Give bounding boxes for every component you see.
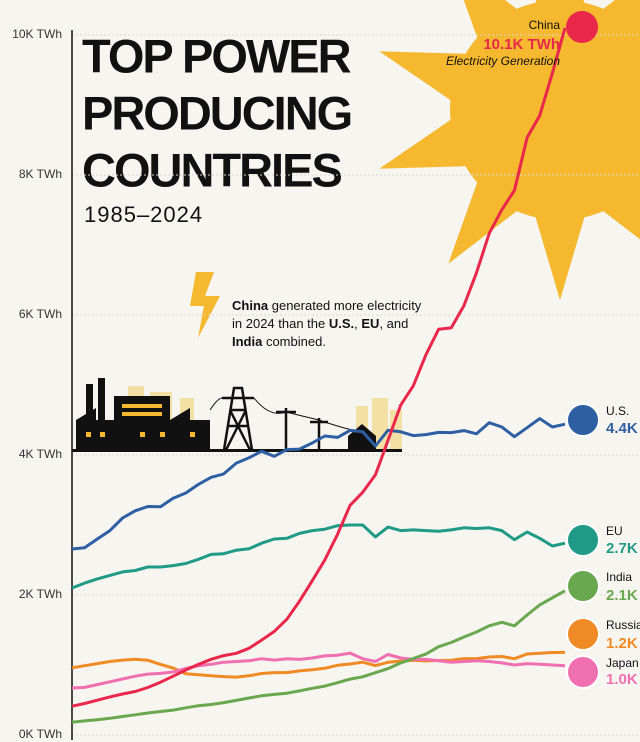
value-label: 2.1K — [606, 587, 638, 604]
value-label: 1.0K — [606, 671, 638, 688]
annotation-line: China generated more electricity — [232, 298, 422, 313]
flag-icon — [566, 617, 600, 651]
annotation-text: , and — [379, 316, 408, 331]
house-icon — [348, 424, 376, 450]
y-tick-label: 4K TWh — [19, 447, 62, 461]
series-line — [71, 27, 567, 708]
pylon-icon — [209, 386, 353, 451]
y-tick-label: 2K TWh — [19, 587, 62, 601]
annotation-line: in 2024 than the U.S., EU, and — [232, 316, 408, 331]
series-line — [71, 417, 566, 551]
annotation-line: India combined. — [232, 334, 326, 349]
series-name: Russia — [606, 618, 640, 632]
annotation-text: in 2024 than the — [232, 316, 329, 331]
chart-title: PRODUCING — [82, 86, 351, 139]
series-line — [71, 651, 566, 690]
factory-icon — [76, 378, 210, 450]
sun-disc — [450, 0, 640, 220]
annotation-text: U.S. — [329, 316, 354, 331]
flag-icon — [566, 11, 598, 43]
bolt-icon — [190, 272, 220, 338]
chart-title: TOP POWER — [82, 29, 351, 82]
annotation-text: generated more electricity — [268, 298, 422, 313]
series-name: China — [529, 18, 561, 32]
series-name: India — [606, 570, 632, 584]
y-tick-label: 0K TWh — [19, 727, 62, 741]
flag-icon — [566, 523, 600, 557]
annotation-text: , — [354, 316, 361, 331]
y-tick-label: 8K TWh — [19, 167, 62, 181]
factory-windows — [86, 404, 195, 437]
value-label: 1.2K — [606, 635, 638, 652]
series-name: U.S. — [606, 404, 629, 418]
flag-icon — [566, 403, 600, 437]
annotation-text: India — [232, 334, 263, 349]
value-label: 2.7K — [606, 540, 638, 557]
series-name: Japan — [606, 656, 639, 670]
sun — [379, 0, 640, 300]
decoration — [72, 272, 402, 452]
flag-icon — [566, 655, 600, 689]
y-tick-label: 10K TWh — [12, 27, 62, 41]
annotation-text: China — [232, 298, 269, 313]
y-tick-label: 6K TWh — [19, 307, 62, 321]
annotation-text: EU — [361, 316, 379, 331]
chart-title: COUNTRIES — [82, 143, 341, 196]
value-label: 4.4K — [606, 420, 638, 437]
chart-subtitle: 1985–2024 — [84, 202, 203, 227]
ground-line — [72, 449, 402, 452]
value-label: 10.1K TWh — [483, 36, 560, 53]
series-line — [71, 650, 566, 679]
caption: Electricity Generation — [446, 54, 560, 68]
annotation-text: combined. — [262, 334, 326, 349]
series-line — [71, 589, 566, 724]
series-line — [71, 523, 566, 590]
series-name: EU — [606, 524, 623, 538]
flag-icon — [566, 569, 600, 603]
